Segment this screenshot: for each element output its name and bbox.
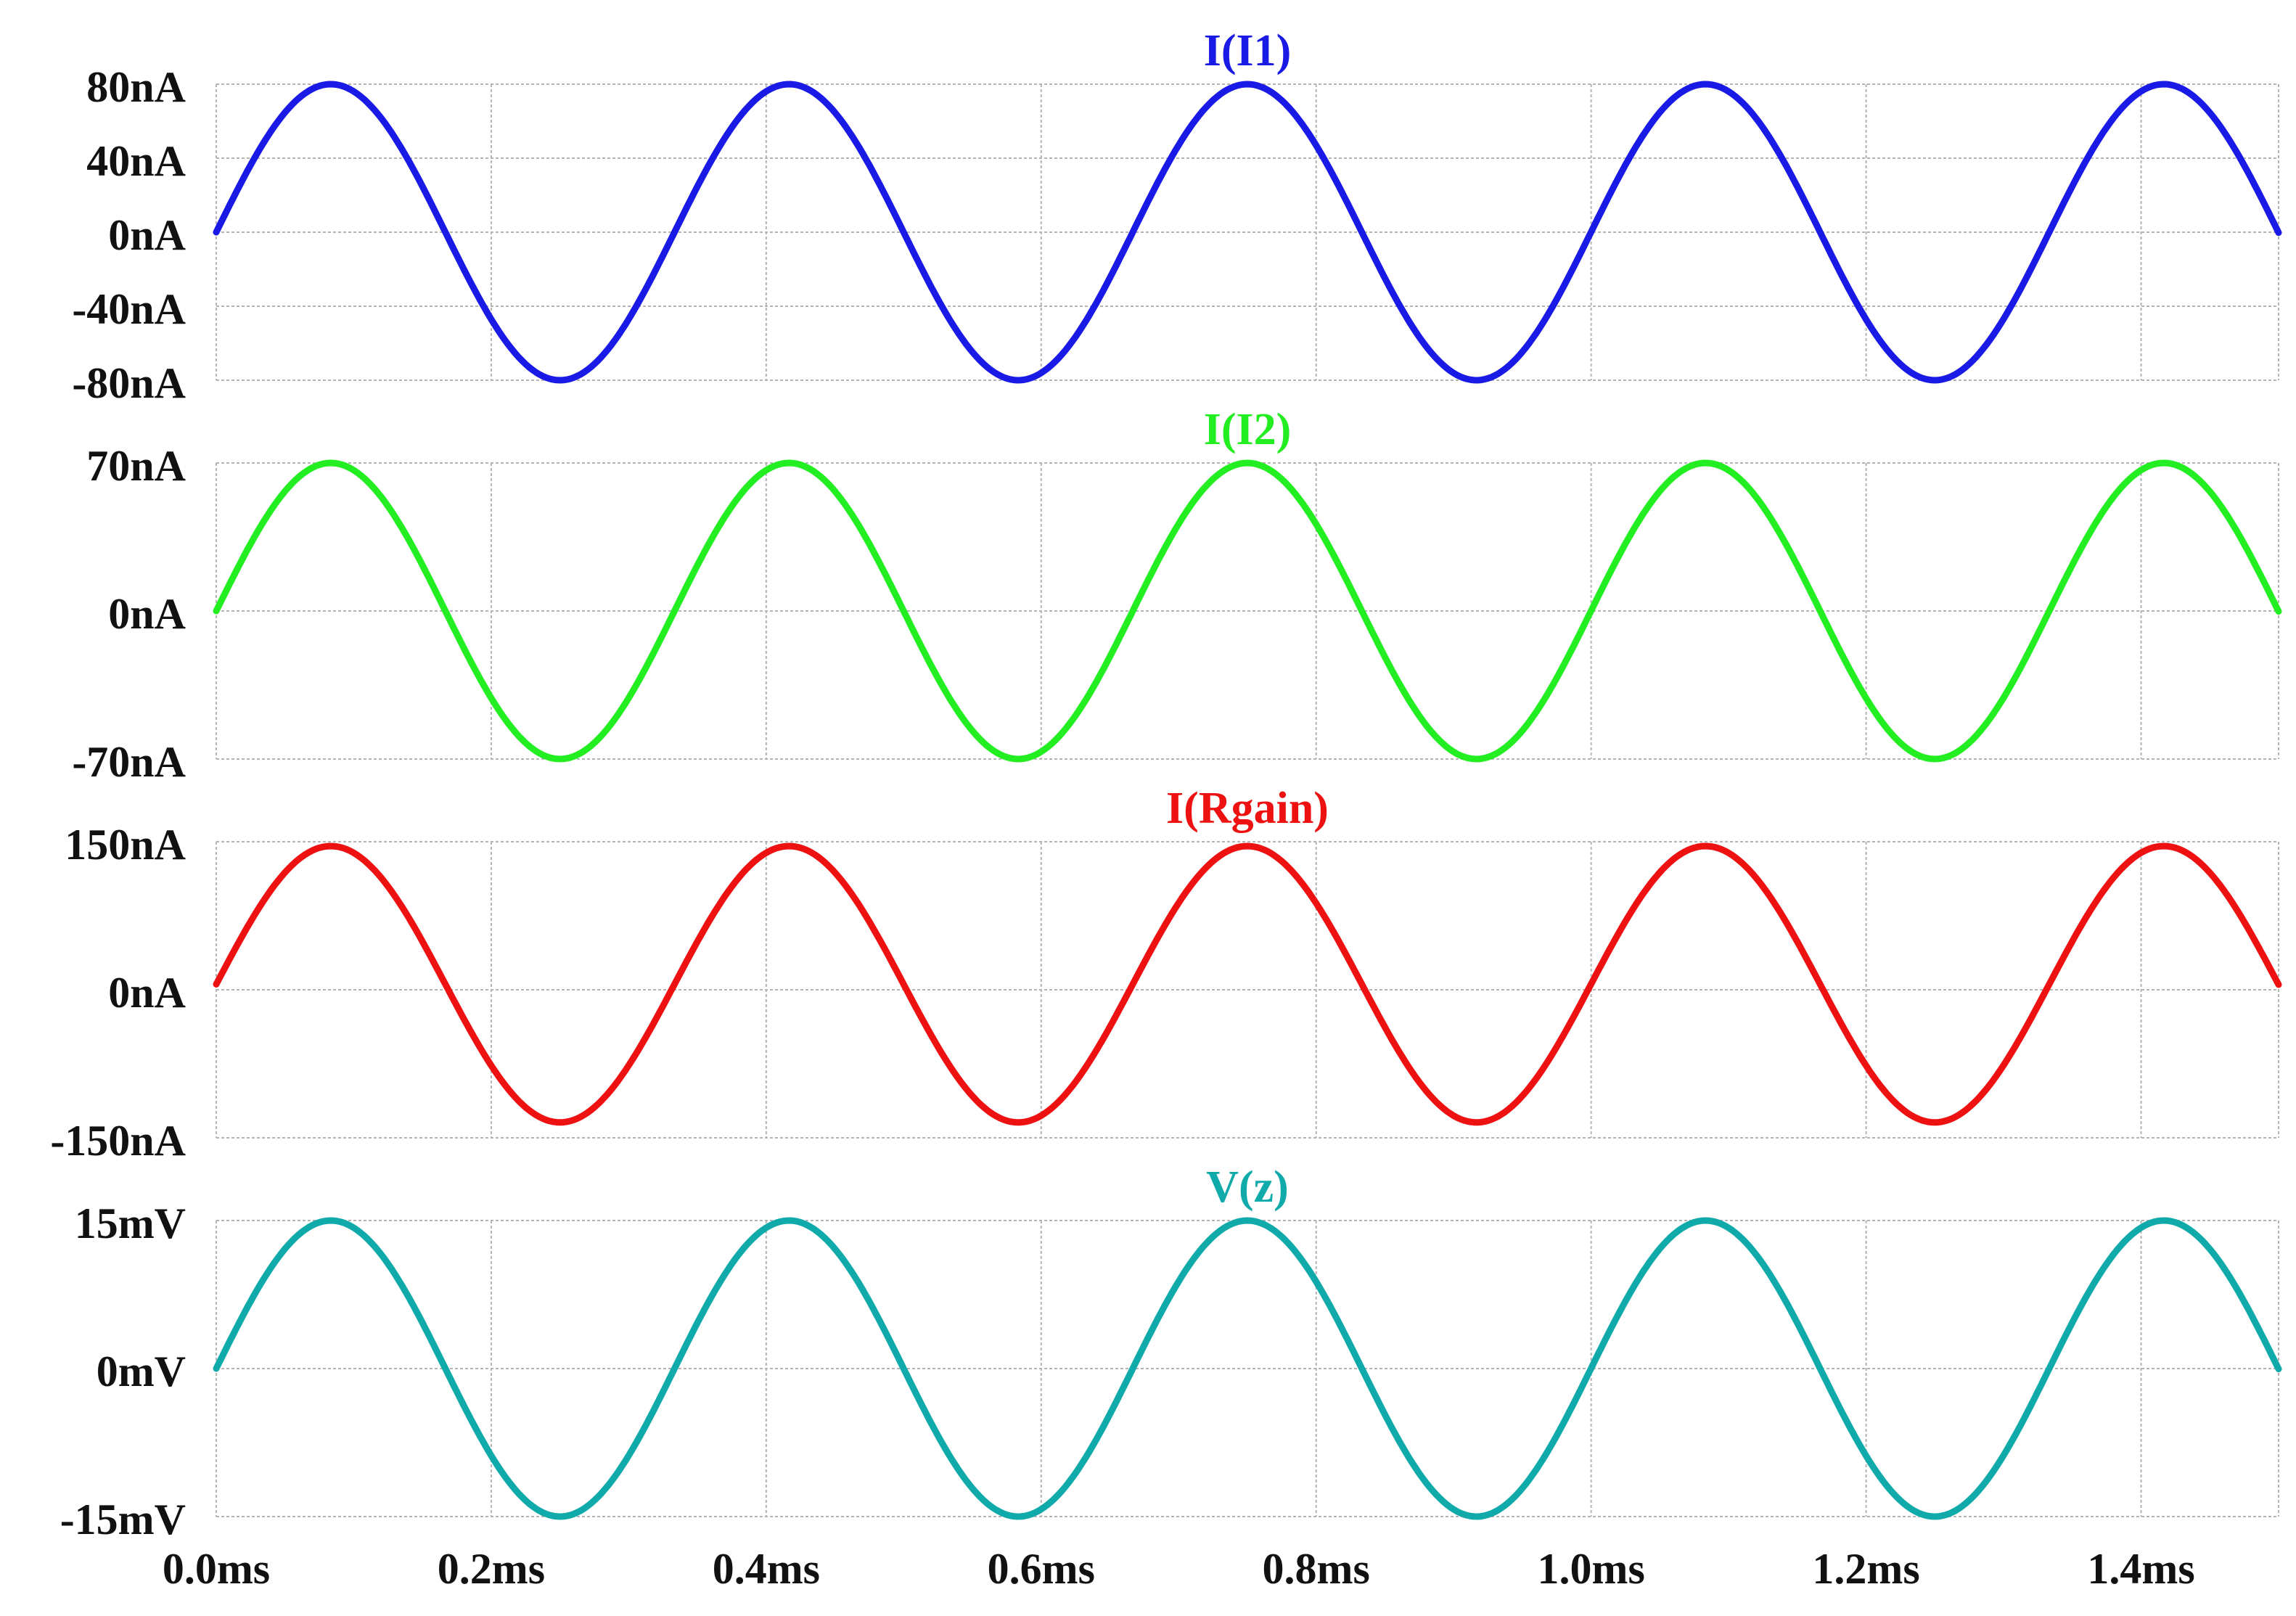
- y-tick-label: 0nA: [108, 211, 186, 259]
- panel-2: 70nA 0nA -70nA I(I2): [72, 405, 2282, 786]
- panel-4: 15mV 0mV -15mV V(z): [60, 1162, 2282, 1543]
- y-tick-label: -40nA: [72, 285, 186, 333]
- x-tick-label: 0.2ms: [438, 1545, 545, 1593]
- x-tick-label: 0.6ms: [988, 1545, 1095, 1593]
- y-tick-label: 15mV: [75, 1199, 186, 1247]
- x-tick-label: 0.0ms: [163, 1545, 270, 1593]
- series-line: [213, 81, 2282, 384]
- series-line: [213, 459, 2282, 763]
- series-title: V(z): [1206, 1162, 1289, 1212]
- y-tick-label: -15mV: [60, 1496, 186, 1543]
- y-tick-label: 150nA: [65, 821, 186, 869]
- grid-lines: [216, 83, 2279, 381]
- series-title: I(I1): [1204, 26, 1292, 75]
- x-tick-label: 1.2ms: [1812, 1545, 1919, 1593]
- series-line: [213, 1217, 2282, 1520]
- x-tick-label: 1.0ms: [1537, 1545, 1644, 1593]
- panel-3: 150nA 0nA -150nA I(Rgain): [50, 784, 2282, 1165]
- grid-lines: [216, 841, 2279, 1139]
- series-title: I(Rgain): [1166, 784, 1329, 833]
- series-title: I(I2): [1204, 405, 1292, 454]
- y-tick-label: 70nA: [86, 442, 186, 490]
- y-tick-label: 80nA: [86, 63, 186, 111]
- x-axis: 0.0ms 0.2ms 0.4ms 0.6ms 0.8ms 1.0ms 1.2ms 1.4ms: [163, 1545, 2195, 1593]
- y-tick-label: 0nA: [108, 969, 186, 1017]
- series-line: [213, 842, 2282, 1126]
- grid-lines: [216, 462, 2279, 760]
- x-tick-label: 0.4ms: [713, 1545, 820, 1593]
- panel-1: 80nA 40nA 0nA -40nA -80nA I(I1): [72, 26, 2282, 407]
- y-tick-label: 40nA: [86, 137, 186, 185]
- y-tick-label: 0nA: [108, 590, 186, 638]
- x-tick-label: 0.8ms: [1263, 1545, 1370, 1593]
- y-tick-label: -70nA: [72, 738, 186, 786]
- grid-lines: [216, 1220, 2279, 1517]
- y-tick-label: -150nA: [50, 1117, 186, 1165]
- y-tick-label: -80nA: [72, 359, 186, 407]
- x-tick-label: 1.4ms: [2087, 1545, 2194, 1593]
- y-tick-label: 0mV: [97, 1348, 186, 1395]
